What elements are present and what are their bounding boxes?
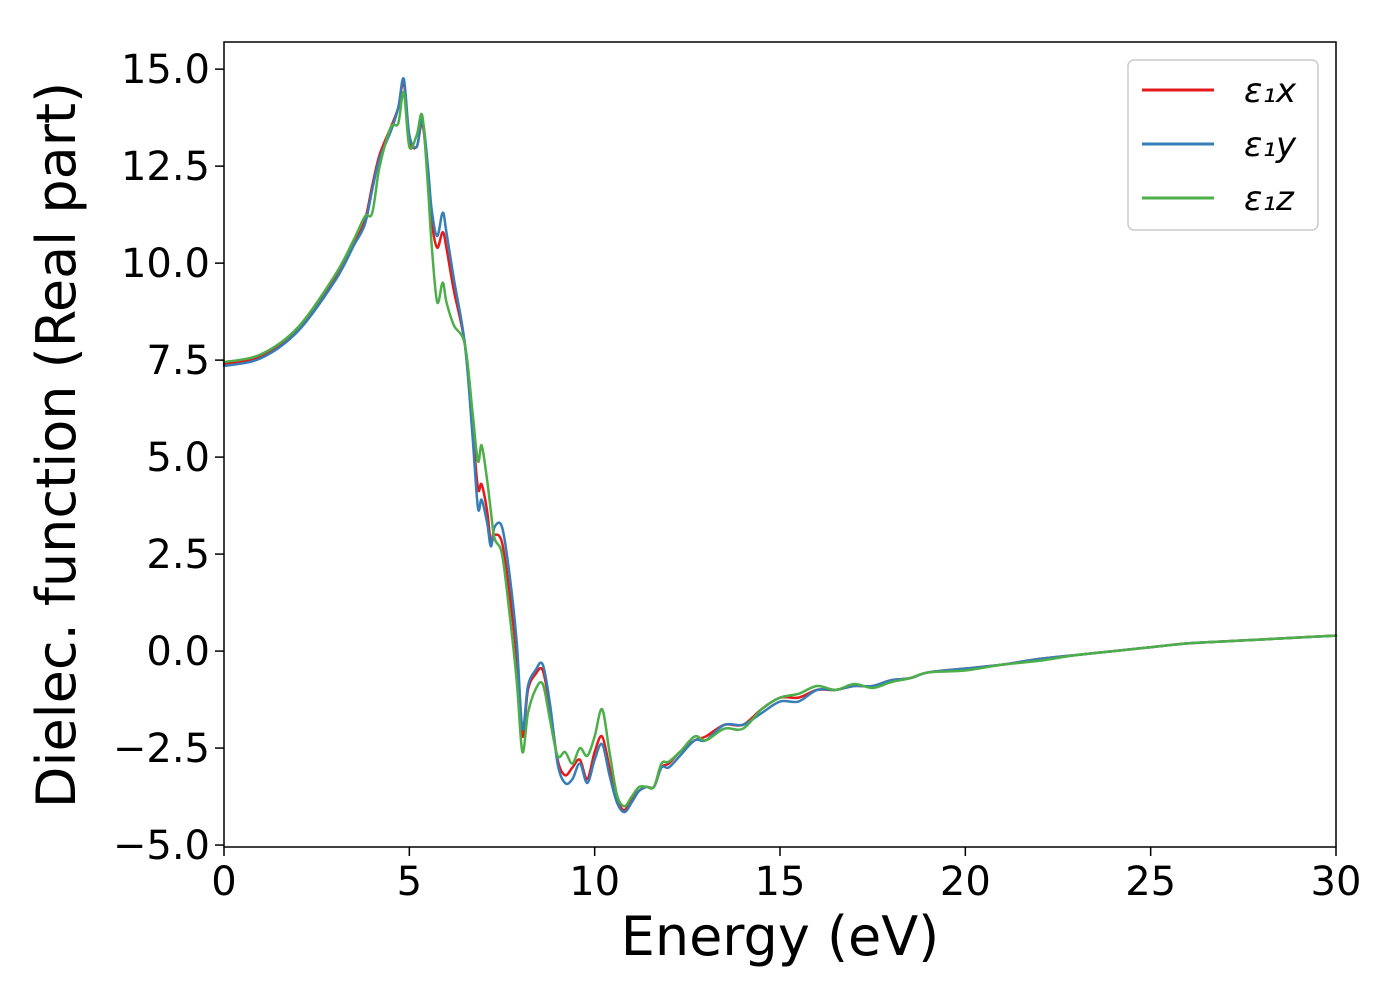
y-tick-label: 12.5 (121, 144, 210, 190)
y-tick-label: 5.0 (146, 435, 210, 481)
y-axis-title: Dielec. function (Real part) (25, 82, 88, 808)
x-tick-label: 0 (211, 859, 236, 905)
y-tick-label: 10.0 (121, 241, 210, 287)
y-tick-label: 0.0 (146, 629, 210, 675)
y-tick-label: −2.5 (113, 726, 210, 772)
legend-frame (1127, 59, 1319, 231)
x-tick-label: 5 (397, 859, 422, 905)
legend-label-3: ε₁z (1244, 179, 1295, 219)
series-layer (222, 77, 1338, 814)
y-tick-label: 2.5 (146, 532, 210, 578)
x-tick-label: 15 (755, 859, 806, 905)
x-axis-ticks: 0 5 10 15 20 25 30 (211, 847, 1361, 905)
x-tick-label: 30 (1311, 859, 1362, 905)
plot-frame (223, 41, 1337, 848)
series-line-3 (222, 91, 1338, 808)
y-tick-label: −5.0 (113, 823, 210, 869)
legend-entries: ε₁x ε₁y ε₁z (1142, 71, 1297, 219)
x-axis-title: Energy (eV) (621, 905, 940, 968)
x-tick-label: 25 (1125, 859, 1176, 905)
y-tick-label: 15.0 (121, 47, 210, 93)
y-axis-ticks: −5.0 −2.5 0.0 2.5 5.0 7.5 10.0 12.5 15.0 (113, 47, 224, 869)
series-line-2 (222, 77, 1338, 814)
x-tick-label: 10 (569, 859, 620, 905)
x-tick-label: 20 (940, 859, 991, 905)
legend: ε₁x ε₁y ε₁z (1127, 59, 1319, 231)
legend-label-1: ε₁x (1244, 71, 1297, 111)
y-tick-label: 7.5 (146, 338, 210, 384)
legend-label-2: ε₁y (1244, 125, 1297, 165)
